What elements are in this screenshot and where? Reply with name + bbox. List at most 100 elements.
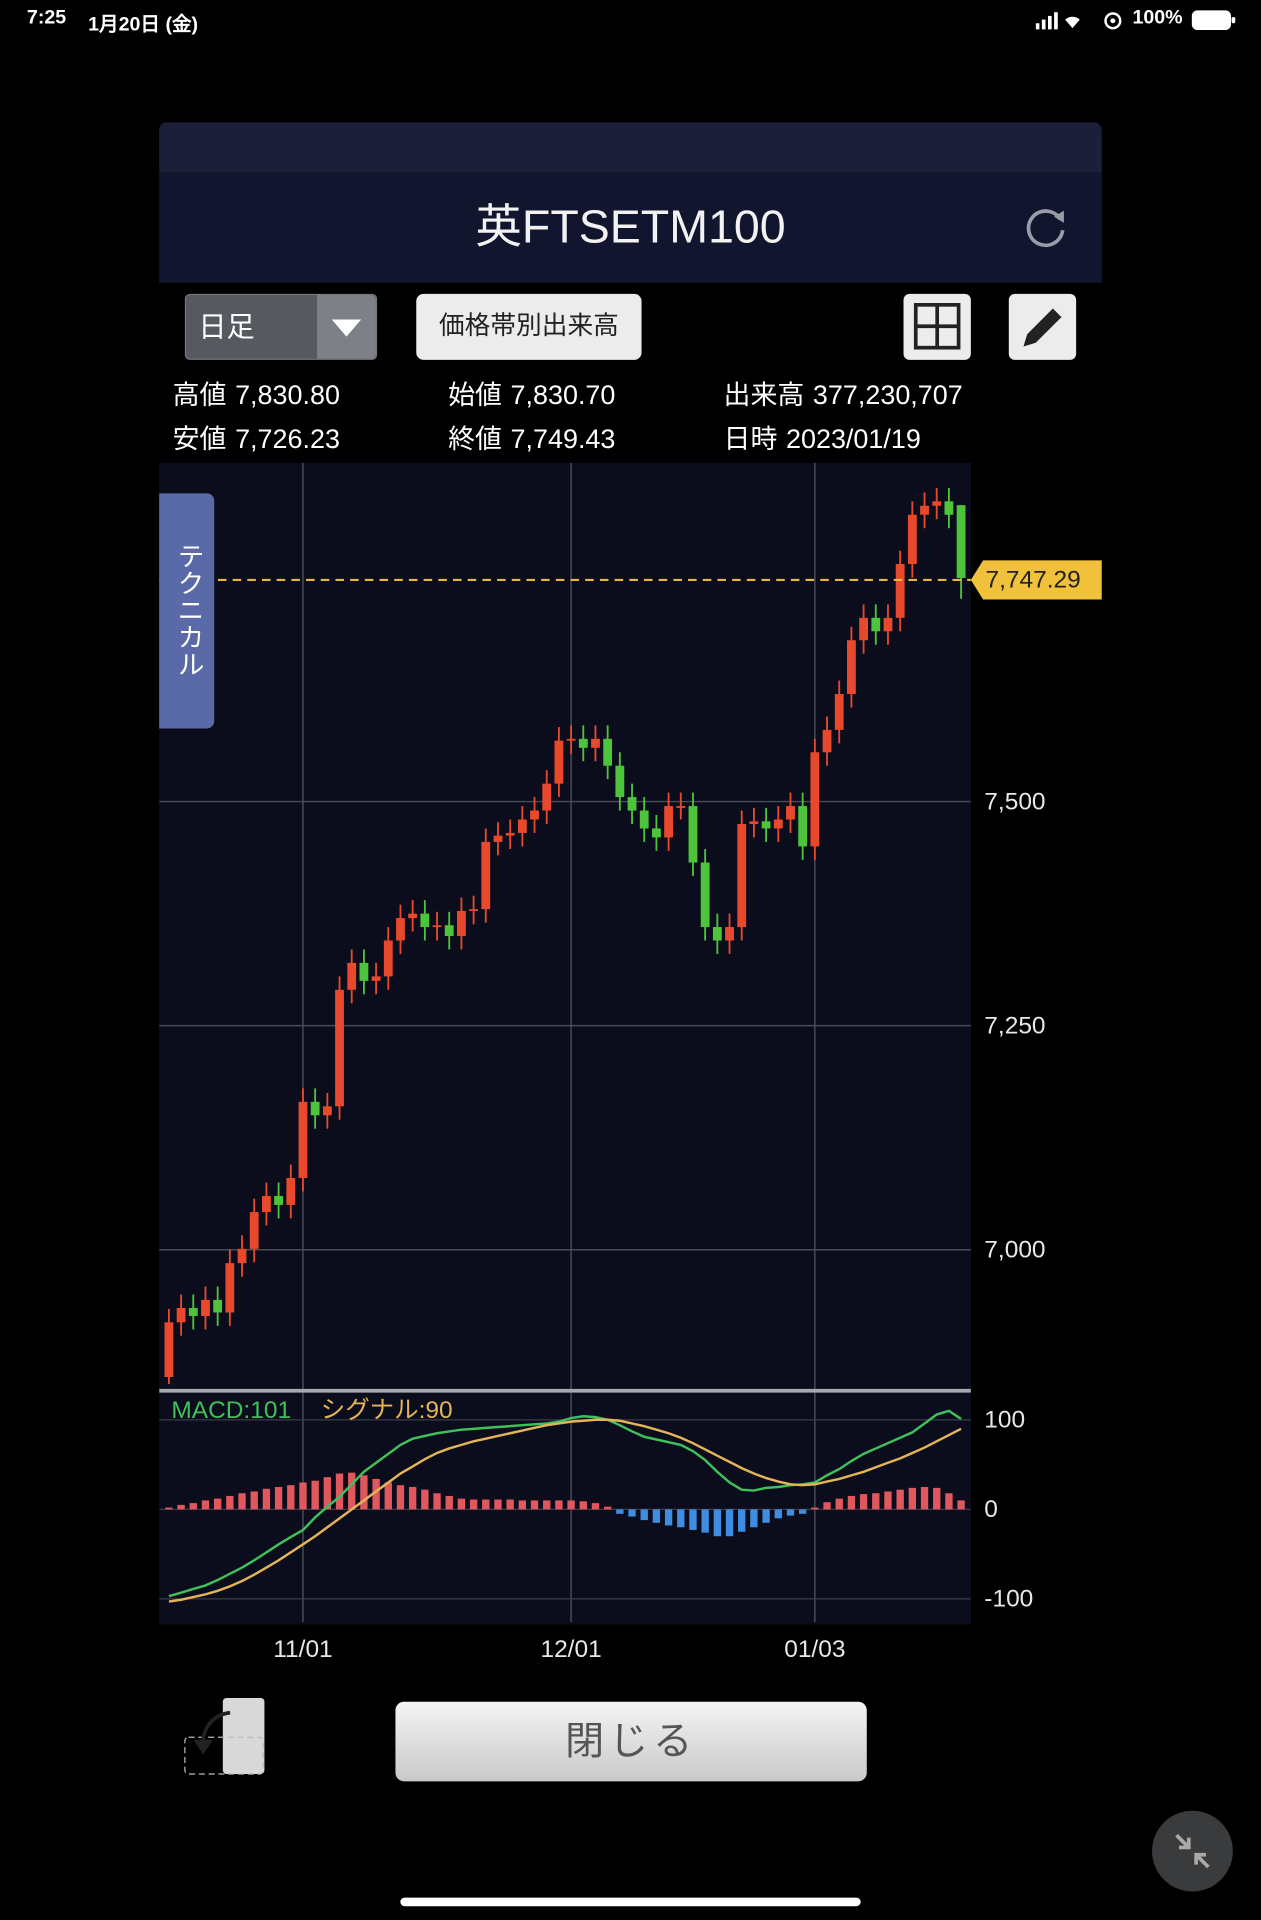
quote-value: 7,830.70 — [510, 379, 616, 411]
candle-body — [225, 1263, 235, 1313]
histogram-bar — [506, 1499, 514, 1510]
histogram-bar — [165, 1507, 173, 1510]
histogram-bar — [786, 1509, 795, 1516]
candle-body — [396, 918, 405, 941]
histogram-bar — [384, 1482, 392, 1510]
current-price-label: 7,747.29 — [986, 567, 1081, 594]
histogram-bar — [226, 1495, 234, 1510]
histogram-bar — [701, 1509, 709, 1533]
histogram-bar — [811, 1507, 819, 1510]
candle-body — [798, 806, 808, 847]
candle-body — [201, 1299, 210, 1317]
histogram-bar — [725, 1509, 734, 1537]
candle-body — [700, 862, 710, 928]
histogram-bar — [579, 1501, 587, 1510]
histogram-bar — [798, 1509, 807, 1514]
candle-body — [310, 1101, 320, 1116]
candle-body — [664, 806, 674, 838]
histogram-bar — [530, 1500, 539, 1510]
histogram-bar — [482, 1499, 490, 1510]
volume-profile-button[interactable]: 価格帯別出来高 — [416, 293, 642, 360]
histogram-bar — [713, 1509, 722, 1537]
histogram-bar — [189, 1503, 197, 1510]
candle-body — [895, 564, 905, 618]
histogram-bar — [262, 1488, 271, 1510]
histogram-bar — [920, 1486, 929, 1510]
rotate-icon[interactable] — [181, 1696, 269, 1779]
histogram-bar — [664, 1509, 673, 1526]
candle-body — [286, 1178, 296, 1205]
candle-body — [651, 828, 661, 838]
y-tick-label: -100 — [984, 1586, 1033, 1613]
collapse-icon — [1175, 1833, 1210, 1869]
histogram-bar — [957, 1500, 965, 1510]
candle-body — [847, 640, 856, 695]
candle-body — [432, 925, 442, 928]
home-indicator — [400, 1897, 861, 1907]
histogram-bar — [408, 1486, 417, 1510]
quote-label: 高値 — [172, 379, 227, 411]
histogram-bar — [396, 1485, 405, 1510]
period-label: 日足 — [198, 310, 255, 343]
candle-body — [469, 909, 479, 911]
candle-body — [883, 617, 893, 632]
quote-value: 2023/01/19 — [786, 423, 921, 455]
close-button[interactable]: 閉じる — [395, 1701, 867, 1782]
histogram-bar — [360, 1475, 368, 1510]
quote-value: 7,749.43 — [510, 423, 616, 455]
x-tick-label: 11/01 — [273, 1636, 332, 1663]
dropdown-arrow — [331, 319, 362, 337]
status-time: 7:25 — [26, 7, 67, 29]
histogram-bar — [348, 1472, 356, 1510]
histogram-bar — [421, 1489, 429, 1510]
draw-button[interactable] — [1008, 293, 1077, 360]
header-band — [159, 122, 1102, 173]
candle-body — [725, 927, 734, 941]
histogram-bar — [299, 1482, 307, 1510]
grid-icon — [913, 303, 961, 350]
candle-body — [932, 501, 942, 506]
candle-body — [871, 617, 881, 632]
candle-body — [188, 1307, 198, 1317]
candle-body — [444, 925, 454, 937]
candle-body — [371, 976, 381, 981]
candle-body — [615, 765, 625, 798]
histogram-bar — [616, 1509, 624, 1514]
legend-entry: MACD:101 — [171, 1397, 291, 1424]
quote-value: 7,830.80 — [235, 379, 340, 411]
period-dropdown[interactable]: 日足 — [184, 293, 378, 360]
candle-body — [213, 1299, 223, 1313]
histogram-bar — [652, 1509, 661, 1523]
quote-label: 出来高 — [723, 379, 805, 411]
histogram-bar — [177, 1504, 185, 1510]
technical-tab[interactable]: テクニカル — [159, 493, 215, 729]
histogram-bar — [640, 1509, 648, 1521]
histogram-bar — [457, 1498, 466, 1510]
candle-body — [786, 806, 795, 820]
candle-body — [712, 927, 722, 941]
candle-body — [773, 819, 783, 829]
collapse-button[interactable] — [1152, 1810, 1233, 1892]
y-tick-label: 100 — [984, 1407, 1025, 1434]
candle-body — [603, 738, 613, 766]
candle-body — [493, 835, 503, 842]
candle-body — [566, 738, 576, 741]
histogram-bar — [823, 1502, 831, 1510]
macd-line — [168, 1418, 962, 1603]
histogram-bar — [555, 1500, 563, 1510]
histogram-bar — [335, 1473, 344, 1510]
refresh-button[interactable] — [1022, 203, 1071, 252]
histogram-bar — [750, 1509, 758, 1528]
candle-body — [261, 1195, 271, 1213]
histogram-bar — [567, 1500, 575, 1510]
candle-body — [578, 738, 588, 748]
candle-body — [542, 783, 552, 811]
pencil-icon — [1023, 308, 1062, 347]
histogram-bar — [250, 1491, 258, 1510]
layout-button[interactable] — [903, 293, 971, 360]
candle-body — [274, 1195, 284, 1205]
histogram-bar — [372, 1478, 380, 1510]
candle-body — [347, 962, 357, 990]
quote-item: 始値 7,830.70 — [448, 373, 615, 412]
